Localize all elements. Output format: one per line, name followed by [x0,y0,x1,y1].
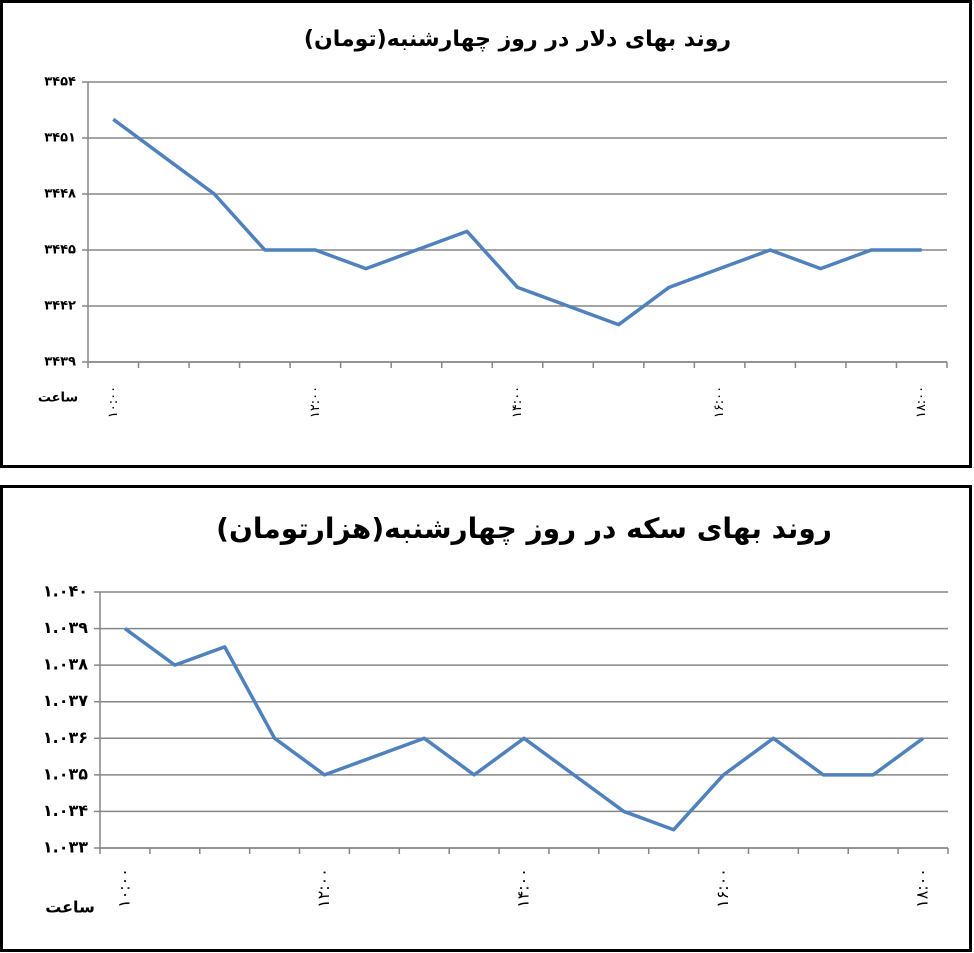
y-tick-label: ۱.۰۳۴ [43,801,88,820]
x-tick-label: ۱۸:۰۰ [914,386,929,418]
x-tick-label: ۱۶:۰۰ [712,386,727,418]
x-tick-label: ۱۶:۰۰ [713,868,732,908]
data-line [112,117,922,327]
x-tick-label: ۱۲:۰۰ [308,386,323,418]
y-tick-label: ۱.۰۳۶ [43,728,88,747]
y-tick-label: ۱.۰۳۵ [43,764,88,783]
x-axis-label: ساعت [38,391,78,406]
y-tick-label: ۱.۰۳۳ [43,838,88,857]
y-tick-label: ۳۴۵۱ [44,131,76,146]
y-tick-label: ۱.۰۳۹ [43,618,88,637]
y-tick-label: ۱.۰۳۸ [43,655,88,674]
x-tick-label: ۱۰:۰۰ [106,386,121,418]
chart-frame [0,485,972,952]
x-axis-label: ساعت [45,898,95,917]
x-tick-label: ۱۸:۰۰ [913,868,932,908]
y-tick-label: ۳۴۴۲ [44,299,76,314]
chart-title: روند بهای دلار در روز چهارشنبه(تومان) [304,27,731,52]
y-tick-label: ۳۴۵۴ [44,75,76,90]
x-tick-label: ۱۴:۰۰ [510,386,525,418]
chart-title: روند بهای سکه در روز چهارشنبه(هزارتومان) [216,512,832,545]
y-tick-label: ۱.۰۳۷ [43,691,88,710]
x-tick-label: ۱۲:۰۰ [314,868,333,908]
y-tick-label: ۳۴۳۹ [44,355,76,370]
y-tick-label: ۱.۰۴۰ [43,582,88,601]
y-tick-label: ۳۴۴۵ [44,243,76,258]
x-tick-label: ۱۴:۰۰ [514,868,533,908]
x-tick-label: ۱۰:۰۰ [114,868,133,908]
data-line [123,627,925,832]
chart-frame [0,0,972,468]
y-tick-label: ۳۴۴۸ [44,187,76,202]
